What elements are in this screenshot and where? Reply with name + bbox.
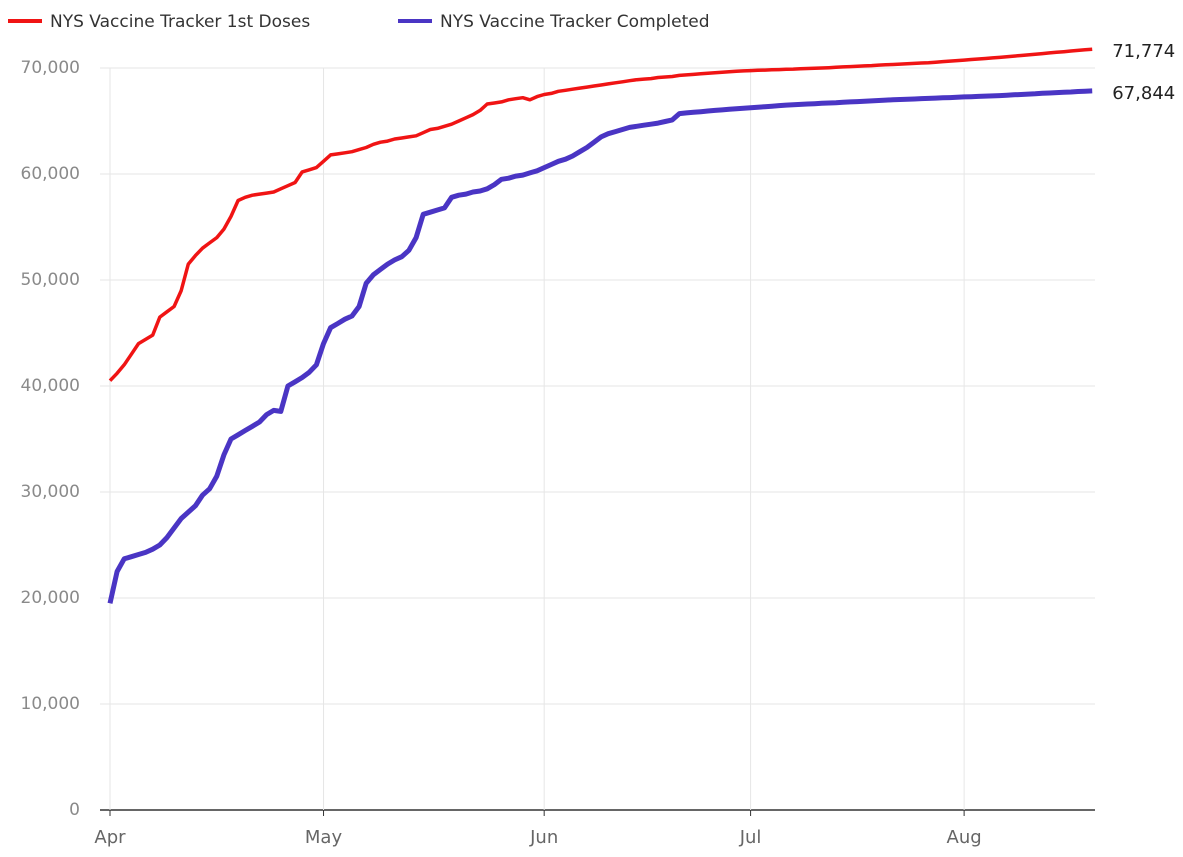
x-tick-label: Jul [739, 827, 762, 848]
y-tick-label: 0 [69, 800, 80, 820]
legend-label: NYS Vaccine Tracker 1st Doses [50, 12, 310, 32]
y-tick-label: 70,000 [21, 58, 80, 78]
x-tick-label: Aug [947, 827, 982, 848]
y-tick-label: 20,000 [21, 588, 80, 608]
y-tick-label: 40,000 [21, 376, 80, 396]
y-tick-label: 60,000 [21, 164, 80, 184]
y-tick-label: 50,000 [21, 270, 80, 290]
grid [100, 67, 1095, 811]
x-tick-label: Jun [529, 827, 558, 848]
legend-label: NYS Vaccine Tracker Completed [440, 12, 710, 32]
series-line [107, 88, 1093, 604]
y-tick-label: 10,000 [21, 694, 80, 714]
x-tick-label: May [305, 827, 343, 848]
end-label: 71,774 [1112, 41, 1175, 62]
series-line [108, 47, 1093, 382]
x-tick-label: Apr [94, 827, 126, 848]
y-tick-label: 30,000 [21, 482, 80, 502]
end-label: 67,844 [1112, 83, 1175, 104]
